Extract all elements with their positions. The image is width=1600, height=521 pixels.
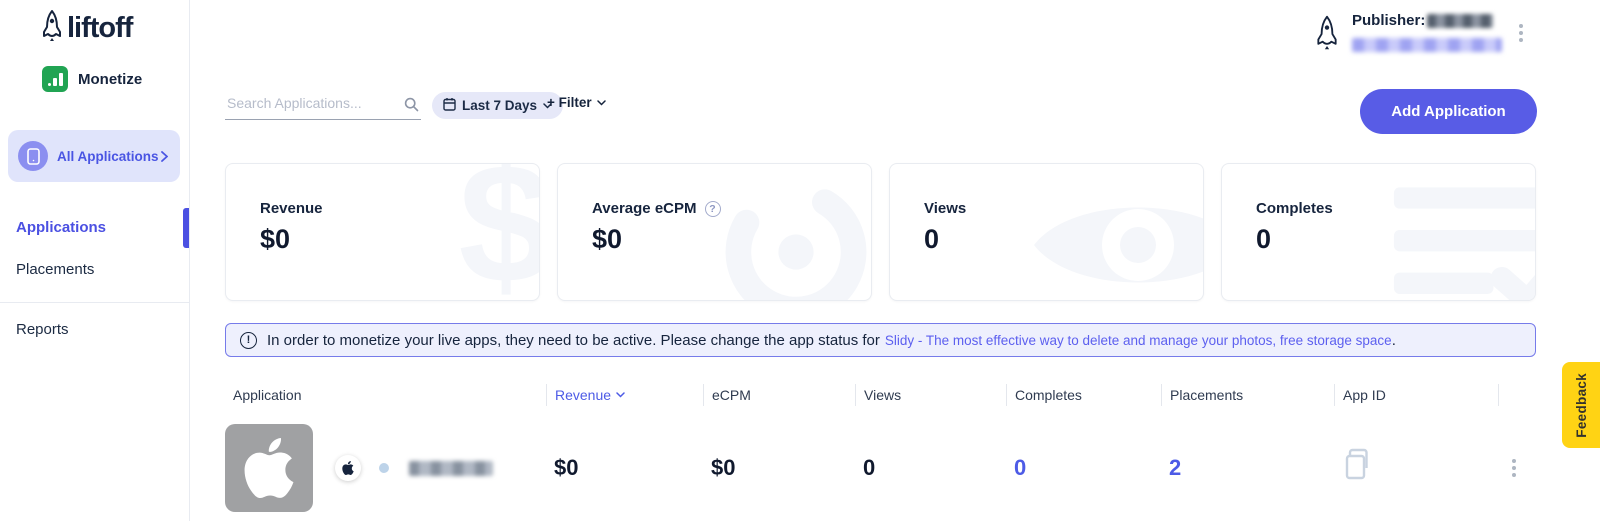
stat-label: Completes <box>1256 200 1333 217</box>
chevron-down-icon <box>596 99 606 106</box>
product-monetize: Monetize <box>42 66 142 92</box>
stat-value: 0 <box>1256 224 1272 254</box>
sort-chevron-down-icon <box>616 392 625 398</box>
table-header: Application Revenue eCPM Views Completes… <box>225 380 1536 410</box>
col-header-appid[interactable]: App ID <box>1334 384 1498 406</box>
account-menu-kebab-icon[interactable] <box>1519 24 1523 42</box>
search-icon <box>404 97 419 117</box>
col-header-actions <box>1498 384 1536 406</box>
rocket-logo-icon <box>40 9 64 48</box>
stat-value: 0 <box>924 224 940 254</box>
col-header-revenue[interactable]: Revenue <box>546 384 703 406</box>
calendar-icon <box>443 97 456 114</box>
copy-app-id-icon[interactable] <box>1342 448 1372 482</box>
application-cell <box>225 424 546 512</box>
product-label: Monetize <box>78 70 143 88</box>
applications-table: Application Revenue eCPM Views Completes… <box>225 380 1536 521</box>
date-range-label: Last 7 Days <box>462 98 538 113</box>
active-nav-indicator <box>183 208 189 248</box>
help-icon[interactable]: ? <box>704 200 721 217</box>
logo-wordmark: liftoff <box>67 12 133 44</box>
chevron-right-icon <box>161 150 168 162</box>
eye-watermark-icon <box>1034 207 1203 283</box>
stats-cards: $ Revenue $0 Average eCPM ? $0 Views 0 <box>225 163 1536 301</box>
views-cell: 0 <box>863 455 876 480</box>
ecpm-target-watermark-icon <box>725 181 867 300</box>
ecpm-cell: $0 <box>711 455 736 480</box>
stat-card-revenue: $ Revenue $0 <box>225 163 540 301</box>
sidebar-item-reports[interactable]: Reports <box>16 321 69 338</box>
status-dot <box>379 463 389 473</box>
stat-label: Revenue <box>260 200 323 217</box>
publisher-info: Publisher: <box>1352 12 1494 29</box>
status-alert-banner: ! In order to monetize your live apps, t… <box>225 323 1536 357</box>
add-application-button[interactable]: Add Application <box>1360 89 1537 134</box>
row-menu-kebab-icon[interactable] <box>1512 459 1536 477</box>
chevron-down-icon <box>543 102 552 109</box>
placements-cell[interactable]: 2 <box>1169 455 1182 480</box>
completes-cell[interactable]: 0 <box>1014 455 1027 480</box>
search-input[interactable] <box>225 90 421 120</box>
alert-suffix: . <box>1391 331 1396 349</box>
date-range-dropdown[interactable]: Last 7 Days <box>432 92 564 119</box>
col-header-views[interactable]: Views <box>855 384 1006 406</box>
stat-label: Average eCPM <box>592 200 697 217</box>
app-selector[interactable]: All Applications <box>8 130 180 182</box>
col-header-application[interactable]: Application <box>233 387 302 403</box>
stat-label: Views <box>924 200 967 217</box>
sidebar-item-placements[interactable]: Placements <box>16 261 95 278</box>
publisher-name-redacted <box>1427 13 1494 28</box>
stat-card-views: Views 0 <box>889 163 1204 301</box>
sidebar: liftoff Monetize All Applications Applic… <box>0 0 190 521</box>
alert-message: In order to monetize your live apps, the… <box>267 331 880 349</box>
apple-platform-icon <box>335 455 361 481</box>
filter-dropdown[interactable]: + Filter <box>547 95 606 110</box>
app-name-redacted[interactable] <box>409 460 493 476</box>
app-icon[interactable] <box>225 424 313 512</box>
liftoff-logo[interactable]: liftoff <box>40 9 133 48</box>
monetize-barchart-icon <box>42 66 68 92</box>
feedback-label: Feedback <box>1573 372 1589 438</box>
search-container <box>225 90 421 120</box>
stat-value: $0 <box>592 224 623 254</box>
phone-icon <box>18 141 48 171</box>
dollar-watermark-icon: $ <box>458 164 539 300</box>
col-header-ecpm[interactable]: eCPM <box>703 384 855 406</box>
filter-label: + Filter <box>547 95 592 110</box>
publisher-rocket-icon <box>1314 14 1340 57</box>
app-selector-label: All Applications <box>57 148 159 164</box>
stat-value: $0 <box>260 224 291 254</box>
alert-exclamation-icon: ! <box>240 331 257 349</box>
feedback-tab[interactable]: Feedback <box>1562 362 1600 448</box>
stat-card-completes: Completes 0 <box>1221 163 1536 301</box>
sidebar-item-applications[interactable]: Applications <box>16 219 107 236</box>
col-header-completes[interactable]: Completes <box>1006 384 1161 406</box>
alert-app-link[interactable]: Slidy - The most effective way to delete… <box>884 332 1392 348</box>
stat-card-ecpm: Average eCPM ? $0 <box>557 163 872 301</box>
revenue-cell: $0 <box>554 455 579 480</box>
checklist-watermark-icon <box>1393 187 1535 300</box>
publisher-email-redacted[interactable] <box>1352 38 1502 52</box>
table-row: $0 $0 0 0 2 <box>225 415 1536 521</box>
publisher-label: Publisher: <box>1352 12 1426 29</box>
sidebar-divider <box>0 302 190 303</box>
col-header-placements[interactable]: Placements <box>1161 384 1334 406</box>
